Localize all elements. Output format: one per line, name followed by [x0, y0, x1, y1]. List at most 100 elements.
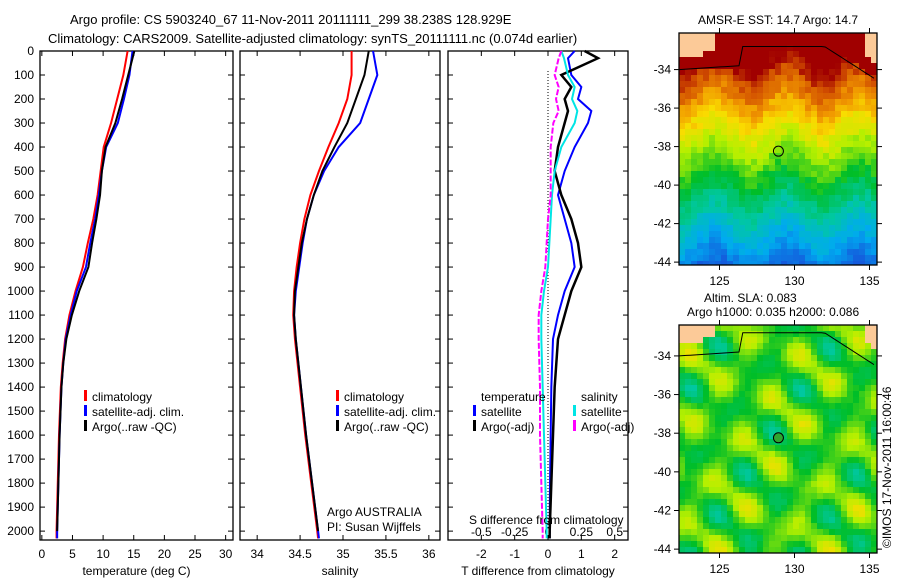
map-cell	[835, 391, 841, 397]
map-cell	[751, 51, 757, 57]
map-cell	[769, 355, 775, 361]
map-cell	[685, 517, 691, 523]
map-cell	[727, 195, 733, 201]
map-cell	[715, 457, 721, 463]
map-cell	[745, 87, 751, 93]
map-cell	[691, 141, 697, 147]
map-cell	[709, 337, 715, 343]
map-cell	[769, 93, 775, 99]
map-cell	[793, 511, 799, 517]
map-cell	[781, 75, 787, 81]
map-cell	[751, 475, 757, 481]
map-cell	[733, 261, 739, 265]
map-cell	[811, 415, 817, 421]
map-cell	[769, 177, 775, 183]
map-cell	[679, 171, 685, 177]
map-cell	[823, 207, 829, 213]
map-cell	[781, 475, 787, 481]
map-cell	[715, 135, 721, 141]
map-cell	[685, 397, 691, 403]
map-cell	[685, 255, 691, 261]
map-cell	[847, 261, 853, 265]
map-cell	[787, 141, 793, 147]
map-cell	[751, 361, 757, 367]
map-cell	[817, 63, 823, 69]
map-cell	[793, 213, 799, 219]
map-cell	[697, 487, 703, 493]
map-cell	[721, 249, 727, 255]
map-cell	[871, 349, 877, 355]
map-cell	[853, 147, 859, 153]
map-cell	[841, 535, 847, 541]
map-cell	[871, 225, 877, 231]
map-cell	[775, 183, 781, 189]
map-cell	[811, 45, 817, 51]
map-cell	[727, 141, 733, 147]
map-cell	[715, 367, 721, 373]
map-cell	[871, 111, 877, 117]
map-cell	[715, 337, 721, 343]
legend-label: satellite	[481, 405, 522, 419]
map-cell	[733, 469, 739, 475]
map-cell	[745, 457, 751, 463]
map-cell	[781, 123, 787, 129]
map-cell	[817, 237, 823, 243]
map-cell	[853, 445, 859, 451]
map-cell	[793, 469, 799, 475]
map-cell	[787, 93, 793, 99]
map-cell	[685, 385, 691, 391]
map-cell	[751, 183, 757, 189]
map-cell	[769, 379, 775, 385]
map-cell	[829, 249, 835, 255]
map-cell	[811, 99, 817, 105]
map-cell	[751, 505, 757, 511]
map-cell	[853, 171, 859, 177]
map-cell	[769, 523, 775, 529]
map-cell	[787, 403, 793, 409]
map-cell	[715, 39, 721, 45]
map-cell	[721, 535, 727, 541]
x-tick-label: 35.5	[374, 547, 398, 561]
map-cell	[793, 243, 799, 249]
map-cell	[775, 415, 781, 421]
map-cell	[709, 325, 715, 331]
map-cell	[691, 75, 697, 81]
map-cell	[811, 75, 817, 81]
map-cell	[733, 243, 739, 249]
map-cell	[757, 433, 763, 439]
map-cell	[751, 99, 757, 105]
difference-legend: temperature salinity satellite Argo(-adj…	[469, 390, 634, 527]
map-cell	[727, 469, 733, 475]
map-cell	[691, 349, 697, 355]
map-cell	[715, 379, 721, 385]
map-cell	[757, 421, 763, 427]
x-axis-label: temperature (deg C)	[82, 564, 190, 578]
map-cell	[715, 207, 721, 213]
map-cell	[715, 349, 721, 355]
map-cell	[805, 373, 811, 379]
map-cell	[835, 367, 841, 373]
map-cell	[763, 403, 769, 409]
map-cell	[709, 147, 715, 153]
map-cell	[811, 325, 817, 331]
map-cell	[847, 337, 853, 343]
map-cell	[835, 153, 841, 159]
map-cell	[769, 219, 775, 225]
lat-tick-label: -38	[654, 426, 672, 440]
map-cell	[733, 361, 739, 367]
map-cell	[709, 165, 715, 171]
map-cell	[715, 117, 721, 123]
map-cell	[715, 171, 721, 177]
map-cell	[805, 331, 811, 337]
map-cell	[811, 39, 817, 45]
map-cell	[775, 373, 781, 379]
map-cell	[715, 361, 721, 367]
map-cell	[739, 237, 745, 243]
map-cell	[721, 445, 727, 451]
map-cell	[805, 261, 811, 265]
map-cell	[865, 225, 871, 231]
map-cell	[871, 493, 877, 499]
map-cell	[781, 325, 787, 331]
map-cell	[859, 99, 865, 105]
map-cell	[817, 213, 823, 219]
